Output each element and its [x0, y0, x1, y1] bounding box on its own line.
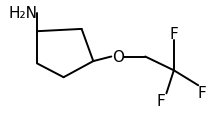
Text: F: F	[169, 27, 178, 42]
Text: O: O	[112, 50, 124, 64]
Text: F: F	[197, 85, 206, 100]
Text: F: F	[157, 93, 166, 108]
Text: H₂N: H₂N	[8, 6, 38, 21]
